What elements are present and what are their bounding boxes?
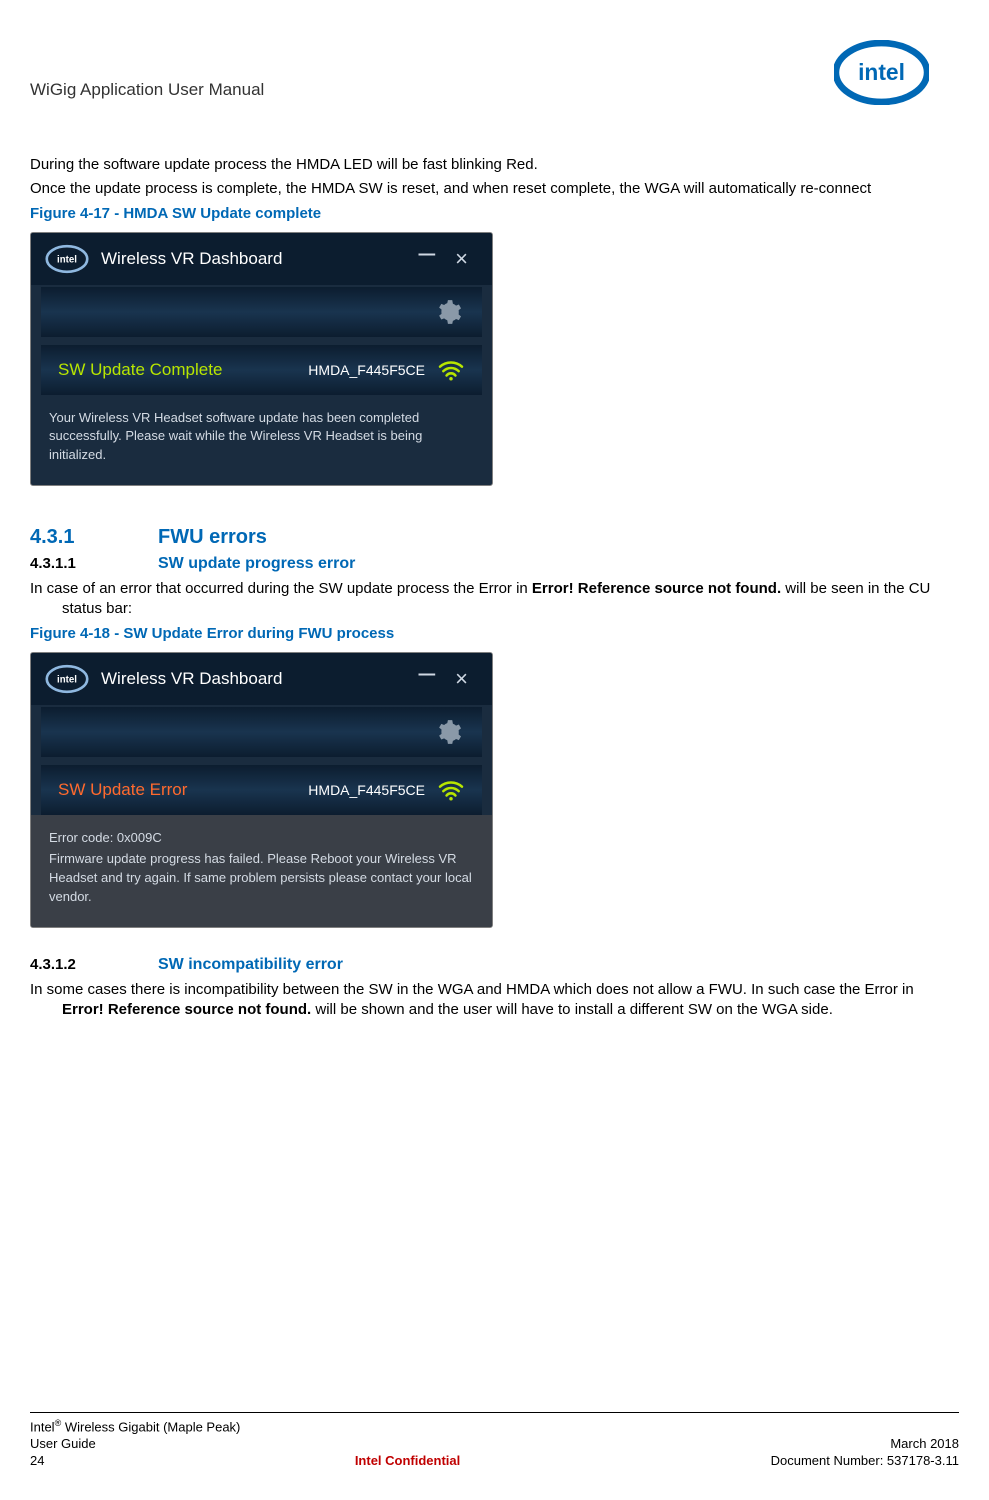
dashboard-status-bar: SW Update Complete HMDA_F445F5CE: [41, 345, 482, 395]
footer-guide: User Guide: [30, 1436, 96, 1453]
wifi-icon: [437, 359, 465, 381]
error-ref-bold: Error! Reference source not found.: [532, 580, 781, 597]
svg-text:intel: intel: [57, 674, 77, 685]
footer-row: User Guide March 2018: [30, 1436, 959, 1453]
subsection-title: SW incompatibility error: [158, 956, 343, 974]
dashboard-screenshot-error: intel Wireless VR Dashboard – × SW Updat…: [30, 652, 493, 928]
wifi-icon: [437, 779, 465, 801]
body-paragraph: During the software update process the H…: [30, 155, 959, 175]
section-title: FWU errors: [158, 526, 267, 549]
intel-logo-icon: intel: [834, 40, 929, 105]
footer-row: Intel® Wireless Gigabit (Maple Peak): [30, 1418, 959, 1436]
footer-docnum: Document Number: 537178-3.11: [771, 1453, 959, 1470]
gear-icon[interactable]: [436, 299, 462, 325]
body-paragraph: In some cases there is incompatibility b…: [30, 980, 959, 1021]
subsection-number: 4.3.1.2: [30, 956, 158, 973]
footer-row: 24 Intel Confidential Document Number: 5…: [30, 1453, 959, 1470]
intel-logo-icon: intel: [45, 237, 89, 281]
figure-caption: Figure 4-18 - SW Update Error during FWU…: [30, 625, 959, 642]
dashboard-toolbar: [41, 287, 482, 337]
body-paragraph: In case of an error that occurred during…: [30, 579, 959, 620]
page-content: During the software update process the H…: [0, 105, 989, 1020]
error-message: Firmware update progress has failed. Ple…: [49, 850, 474, 907]
svg-text:intel: intel: [858, 59, 905, 85]
section-heading: 4.3.1 FWU errors: [30, 526, 959, 549]
dashboard-status-bar: SW Update Error HMDA_F445F5CE: [41, 765, 482, 815]
body-paragraph: Once the update process is complete, the…: [30, 179, 959, 199]
minimize-icon[interactable]: –: [408, 238, 445, 268]
error-ref-bold: Error! Reference source not found.: [62, 1001, 311, 1018]
text-fragment: will be shown and the user will have to …: [311, 1001, 833, 1018]
header-title: WiGig Application User Manual: [30, 40, 264, 100]
text-fragment: In case of an error that occurred during…: [30, 580, 532, 597]
footer-page: 24: [30, 1453, 44, 1470]
dashboard-titlebar: intel Wireless VR Dashboard – ×: [31, 653, 492, 705]
subsection-heading: 4.3.1.1 SW update progress error: [30, 555, 959, 573]
status-text: SW Update Error: [58, 780, 187, 800]
error-code: Error code: 0x009C: [49, 829, 474, 848]
footer-date: March 2018: [890, 1436, 959, 1453]
close-icon[interactable]: ×: [445, 668, 478, 690]
device-id: HMDA_F445F5CE: [222, 362, 437, 378]
dashboard-titlebar: intel Wireless VR Dashboard – ×: [31, 233, 492, 285]
subsection-heading: 4.3.1.2 SW incompatibility error: [30, 956, 959, 974]
svg-text:intel: intel: [57, 254, 77, 265]
status-text: SW Update Complete: [58, 360, 222, 380]
minimize-icon[interactable]: –: [408, 658, 445, 688]
dashboard-screenshot-complete: intel Wireless VR Dashboard – × SW Updat…: [30, 232, 493, 487]
figure-caption: Figure 4-17 - HMDA SW Update complete: [30, 205, 959, 222]
dashboard-title: Wireless VR Dashboard: [89, 249, 408, 269]
device-id: HMDA_F445F5CE: [187, 782, 437, 798]
footer-product: Intel® Wireless Gigabit (Maple Peak): [30, 1418, 240, 1436]
dashboard-message: Your Wireless VR Headset software update…: [31, 395, 492, 486]
dashboard-error-body: Error code: 0x009C Firmware update progr…: [31, 815, 492, 927]
page-header: WiGig Application User Manual intel: [0, 0, 989, 105]
dashboard-toolbar: [41, 707, 482, 757]
footer-confidential: Intel Confidential: [355, 1453, 460, 1470]
section-number: 4.3.1: [30, 526, 158, 549]
text-fragment: In some cases there is incompatibility b…: [30, 981, 914, 998]
subsection-title: SW update progress error: [158, 555, 355, 573]
page-footer: Intel® Wireless Gigabit (Maple Peak) Use…: [30, 1412, 959, 1470]
dashboard-title: Wireless VR Dashboard: [89, 669, 408, 689]
gear-icon[interactable]: [436, 719, 462, 745]
intel-logo-icon: intel: [45, 657, 89, 701]
subsection-number: 4.3.1.1: [30, 555, 158, 572]
close-icon[interactable]: ×: [445, 248, 478, 270]
